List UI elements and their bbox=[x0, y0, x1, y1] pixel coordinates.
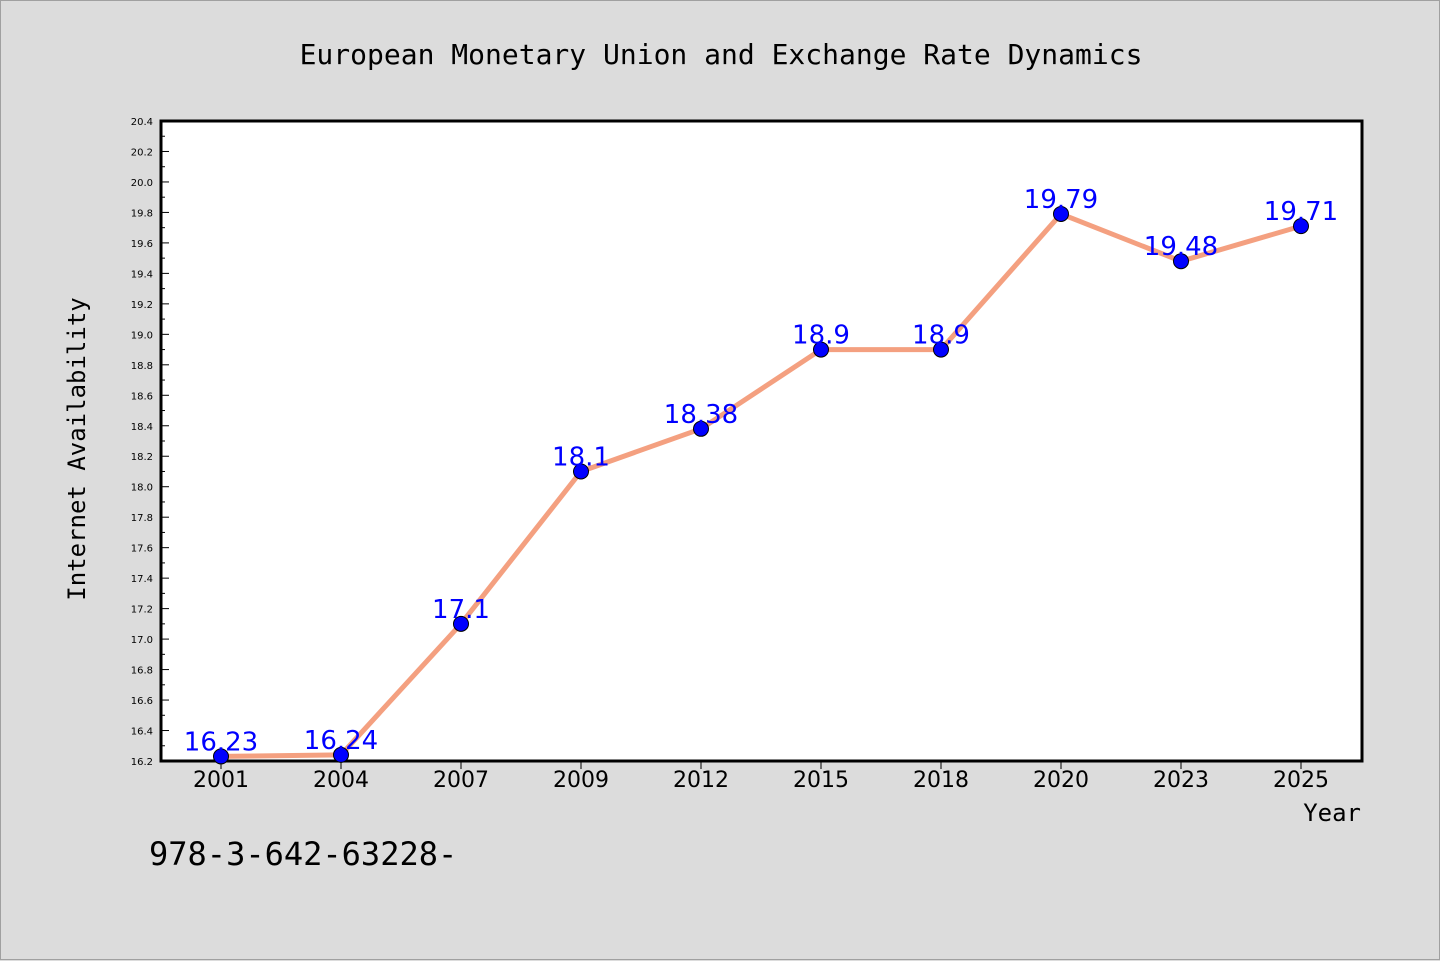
x-tick-label: 2020 bbox=[1033, 768, 1089, 793]
data-point-marker bbox=[813, 341, 829, 358]
footnote-text: 978-3-642-63228- bbox=[149, 835, 457, 873]
x-tick-label: 2025 bbox=[1273, 768, 1329, 793]
data-point-marker bbox=[333, 746, 349, 763]
series-line bbox=[220, 211, 1302, 759]
data-label: 18.9 bbox=[912, 321, 970, 351]
data-label: 19.79 bbox=[1024, 185, 1098, 215]
x-tick-label: 2004 bbox=[313, 768, 369, 793]
data-point-marker bbox=[213, 748, 229, 765]
y-tick-label: 18.4 bbox=[131, 422, 153, 433]
data-label: 18.1 bbox=[552, 442, 610, 472]
y-tick-label: 19.8 bbox=[131, 208, 153, 219]
x-axis-ticks: 2001 2004 2007 2009 2012 2015 2018 2020 2023 2025 bbox=[193, 761, 1329, 793]
x-tick-label: 2009 bbox=[553, 768, 609, 793]
y-tick-label: 20.4 bbox=[131, 117, 153, 128]
y-axis-ticks: 16.2 16.4 16.6 16.8 17.0 17.2 17.4 17.6 17.8 18.0… bbox=[131, 117, 169, 768]
y-tick-label: 16.4 bbox=[131, 727, 153, 738]
data-point-marker bbox=[453, 615, 469, 632]
data-point-marker bbox=[1173, 253, 1189, 270]
y-tick-label: 17.0 bbox=[131, 635, 153, 646]
y-tick-label: 17.2 bbox=[131, 605, 153, 616]
data-label: 16.24 bbox=[304, 726, 378, 756]
y-tick-label: 19.2 bbox=[131, 300, 153, 311]
y-tick-label: 16.6 bbox=[131, 696, 153, 707]
y-tick-label: 17.4 bbox=[131, 574, 153, 585]
x-tick-label: 2012 bbox=[673, 768, 729, 793]
data-point-marker bbox=[933, 341, 949, 358]
y-tick-label: 16.2 bbox=[131, 757, 153, 768]
x-tick-label: 2023 bbox=[1153, 768, 1209, 793]
data-label: 18.38 bbox=[664, 400, 738, 430]
y-tick-label: 18.8 bbox=[131, 361, 153, 372]
x-tick-label: 2015 bbox=[793, 768, 849, 793]
data-point-marker bbox=[1293, 218, 1309, 235]
data-point-marker bbox=[1053, 205, 1069, 222]
y-tick-label: 19.6 bbox=[131, 239, 153, 250]
y-axis-label: Internet Availability bbox=[63, 297, 91, 600]
x-tick-label: 2001 bbox=[193, 768, 249, 793]
data-label: 16.23 bbox=[184, 727, 258, 757]
y-tick-label: 19.4 bbox=[131, 269, 153, 280]
x-tick-label: 2018 bbox=[913, 768, 969, 793]
chart-title: European Monetary Union and Exchange Rat… bbox=[300, 38, 1143, 71]
data-point-marker bbox=[573, 463, 589, 480]
data-label: 19.71 bbox=[1264, 197, 1338, 227]
data-label: 18.9 bbox=[792, 321, 850, 351]
y-tick-label: 18.0 bbox=[131, 483, 153, 494]
x-tick-label: 2007 bbox=[433, 768, 489, 793]
data-point-marker bbox=[693, 420, 709, 437]
y-tick-label: 18.6 bbox=[131, 391, 153, 402]
data-label: 17.1 bbox=[432, 595, 490, 625]
plot-area bbox=[159, 119, 1364, 763]
data-label: 19.48 bbox=[1144, 232, 1218, 262]
y-tick-label: 19.0 bbox=[131, 330, 153, 341]
y-tick-label: 17.8 bbox=[131, 513, 153, 524]
y-tick-label: 16.8 bbox=[131, 666, 153, 677]
y-tick-label: 18.2 bbox=[131, 452, 153, 463]
x-axis-label: Year bbox=[1303, 799, 1361, 827]
y-tick-label: 17.6 bbox=[131, 544, 153, 555]
y-tick-label: 20.0 bbox=[131, 178, 153, 189]
series-line-group: 16.23 16.24 17.1 18.1 18.38 18.9 18.9 19.79 19.4… bbox=[184, 185, 1338, 765]
y-tick-label: 20.2 bbox=[131, 147, 153, 158]
